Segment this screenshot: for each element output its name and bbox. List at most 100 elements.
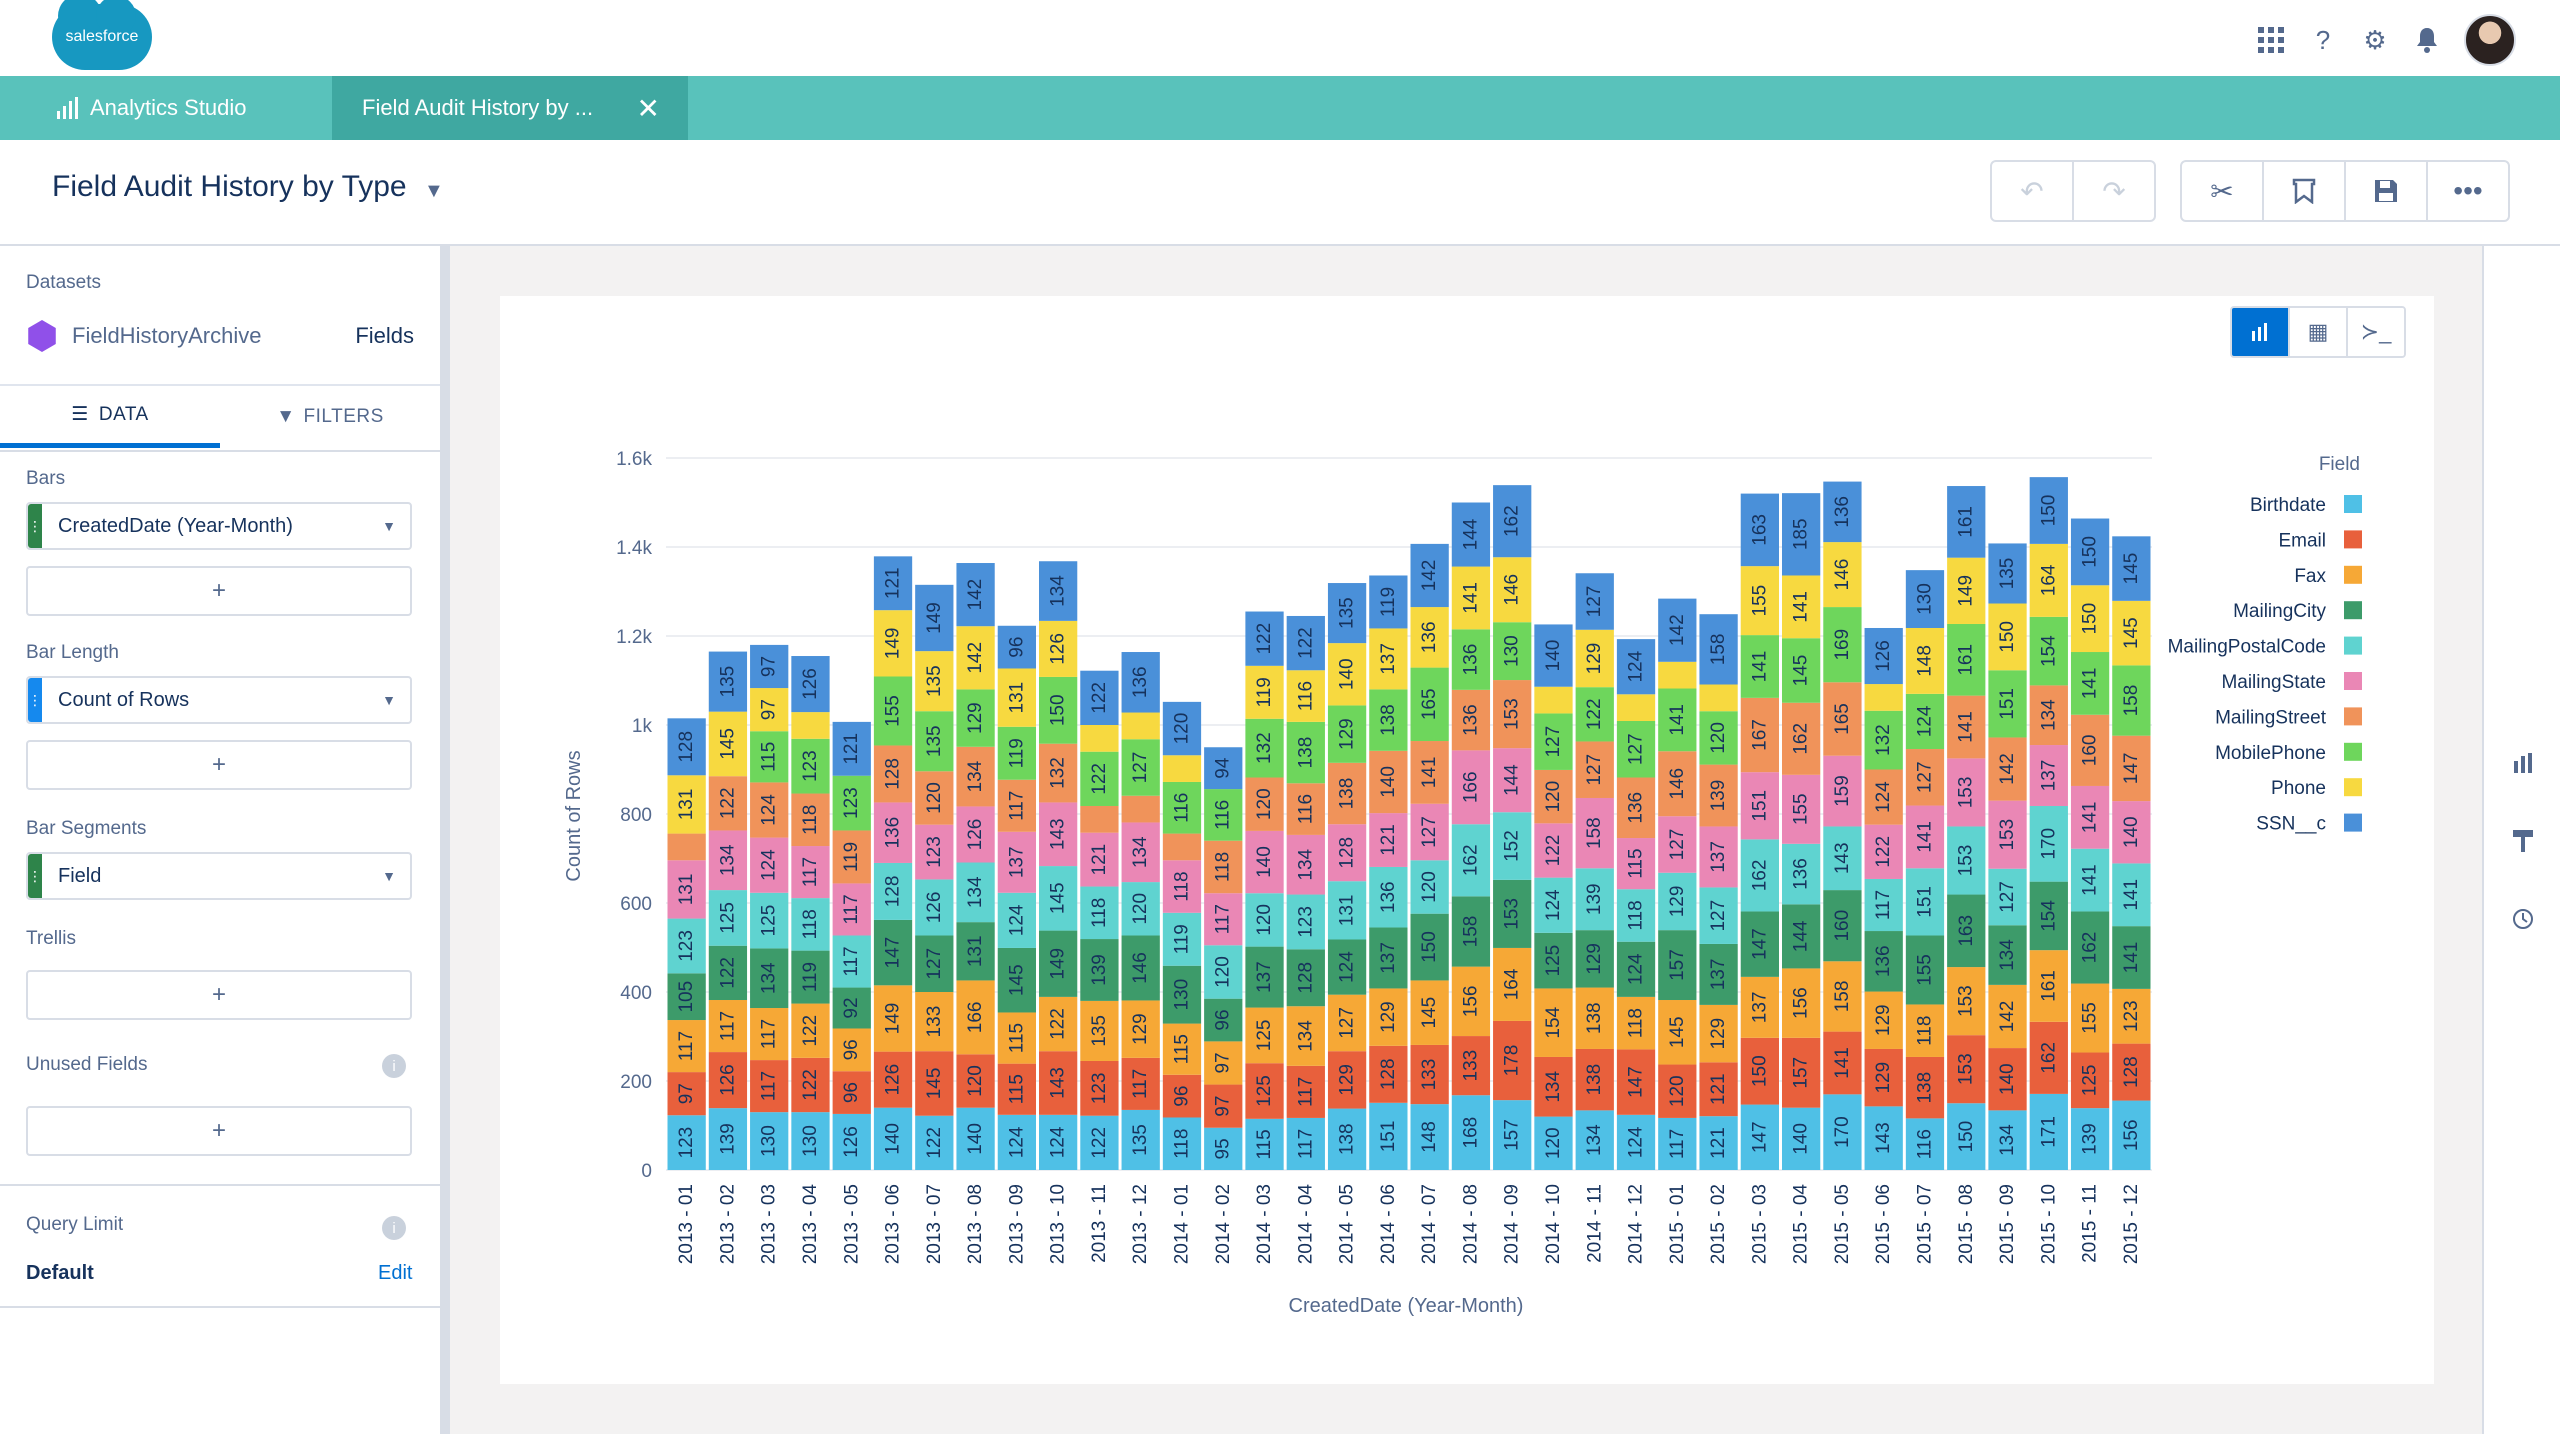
bar-segment — [750, 731, 789, 783]
bars-field-pill[interactable]: ⋮ CreatedDate (Year-Month) ▼ — [26, 502, 412, 550]
chevron-down-icon[interactable]: ▼ — [382, 518, 396, 534]
bar-segment — [873, 862, 913, 920]
setup-gear-icon[interactable]: ⚙ — [2363, 24, 2387, 55]
bar-segment — [1451, 629, 1491, 690]
bar-segment — [1039, 802, 1078, 867]
bar-segment — [2070, 785, 2110, 849]
x-tick-label: 2013 - 09 — [1006, 1184, 1027, 1264]
info-icon[interactable]: i — [382, 1054, 406, 1078]
x-tick-label: 2015 - 05 — [1832, 1184, 1853, 1264]
saql-query-icon[interactable]: ≻_ — [2346, 308, 2404, 356]
data-label: 162 — [1791, 723, 1812, 755]
title-dropdown-icon[interactable]: ▼ — [424, 180, 444, 202]
bar-segment — [1327, 583, 1367, 644]
table-view-icon[interactable]: ▦ — [2288, 308, 2346, 356]
data-label: 136 — [1873, 945, 1894, 977]
bar-segment — [1327, 994, 1367, 1052]
help-icon[interactable]: ? — [2315, 24, 2331, 55]
bar-segment — [2029, 616, 2068, 686]
tab-field-audit-history[interactable]: Field Audit History by ... ✕ — [332, 76, 688, 140]
notification-bell-icon[interactable] — [2412, 25, 2442, 55]
bar-segment — [2070, 911, 2110, 984]
clip-scissors-icon[interactable]: ✂ — [2210, 175, 2234, 207]
user-avatar[interactable] — [2464, 14, 2516, 66]
add-unused-field-button[interactable]: + — [26, 1106, 412, 1156]
drag-handle-icon[interactable]: ⋮ — [28, 678, 42, 722]
add-trellis-button[interactable]: + — [26, 970, 412, 1020]
data-label: 125 — [2080, 1064, 2101, 1096]
panel-resize-handle[interactable] — [440, 246, 450, 1434]
format-paintbrush-icon[interactable] — [2508, 826, 2538, 856]
salesforce-logo[interactable]: salesforce — [52, 0, 152, 70]
drag-handle-icon[interactable]: ⋮ — [28, 504, 42, 548]
query-limit-edit-link[interactable]: Edit — [378, 1262, 413, 1284]
x-tick-label: 2015 - 02 — [1708, 1184, 1729, 1264]
bar-segment — [1534, 1056, 1573, 1117]
close-tab-icon[interactable]: ✕ — [636, 92, 660, 124]
bar-segment — [1286, 670, 1325, 722]
data-label: 132 — [1873, 724, 1894, 756]
app-launcher-icon[interactable] — [2256, 25, 2286, 55]
redo-icon[interactable]: ↷ — [2072, 162, 2154, 220]
chart-type-icon[interactable] — [2508, 748, 2538, 778]
more-actions-icon[interactable]: ••• — [2426, 162, 2508, 220]
add-bar-length-button[interactable]: + — [26, 740, 412, 790]
x-tick-label: 2015 - 09 — [1997, 1184, 2018, 1264]
fields-link[interactable]: Fields — [355, 323, 414, 348]
tab-label: Analytics Studio — [90, 95, 247, 120]
data-label: 185 — [1791, 518, 1812, 550]
bar-length-pill[interactable]: ⋮ Count of Rows ▼ — [26, 676, 412, 724]
bar-segments-pill[interactable]: ⋮ Field ▼ — [26, 852, 412, 900]
bar-segment — [750, 892, 789, 949]
data-label: 116 — [1295, 794, 1316, 824]
bar-segment — [1699, 711, 1738, 765]
data-label: 150 — [2038, 495, 2059, 527]
chart-view-icon[interactable] — [2232, 308, 2288, 356]
bookmark-icon[interactable] — [2262, 162, 2344, 220]
bar-segment — [956, 746, 995, 807]
add-bars-button[interactable]: + — [26, 566, 412, 616]
view-mode-toggle: ▦ ≻_ — [2230, 306, 2406, 358]
drag-handle-icon[interactable]: ⋮ — [28, 854, 42, 898]
chevron-down-icon[interactable]: ▼ — [382, 692, 396, 708]
data-label: 158 — [2121, 685, 2142, 717]
data-label: 168 — [1460, 1117, 1481, 1149]
data-label: 127 — [1584, 754, 1605, 786]
data-label: 148 — [1419, 1121, 1440, 1153]
chevron-down-icon[interactable]: ▼ — [382, 868, 396, 884]
data-label: 153 — [1502, 898, 1523, 930]
data-label: 127 — [1419, 816, 1440, 848]
tab-analytics-studio[interactable]: Analytics Studio — [56, 76, 247, 140]
data-label: 123 — [800, 750, 821, 782]
bar-segment — [1782, 1107, 1821, 1170]
bar-segment — [2029, 1093, 2068, 1170]
data-label: 129 — [1337, 718, 1358, 750]
bar-segment — [667, 775, 706, 834]
bar-segment — [708, 890, 748, 946]
history-clock-icon[interactable] — [2508, 904, 2538, 934]
bar-segment — [750, 782, 789, 838]
data-label: 122 — [1584, 698, 1605, 730]
save-icon[interactable] — [2344, 162, 2426, 220]
info-icon[interactable]: i — [382, 1216, 406, 1240]
bar-segment — [956, 1054, 995, 1108]
tab-data[interactable]: ☰ DATA — [0, 386, 220, 448]
undo-icon[interactable]: ↶ — [2020, 175, 2044, 207]
bar-segment — [1245, 718, 1284, 778]
data-label: 145 — [1419, 997, 1440, 1029]
bar-segment — [1616, 941, 1656, 997]
data-label: 128 — [1378, 1058, 1399, 1090]
data-label: 140 — [965, 1123, 986, 1155]
data-label: 158 — [1460, 916, 1481, 948]
data-label: 131 — [676, 874, 697, 906]
legend-swatch — [2344, 495, 2362, 513]
data-label: 124 — [1543, 889, 1564, 921]
data-label: 131 — [1337, 894, 1358, 926]
data-label: 95 — [1213, 1138, 1234, 1159]
data-label: 145 — [924, 1068, 945, 1100]
legend-swatch — [2344, 601, 2362, 620]
data-label: 126 — [1048, 633, 1069, 665]
tab-filters[interactable]: ▼ FILTERS — [220, 386, 440, 448]
bar-segment — [1121, 882, 1160, 936]
bar-segment — [2112, 735, 2151, 802]
